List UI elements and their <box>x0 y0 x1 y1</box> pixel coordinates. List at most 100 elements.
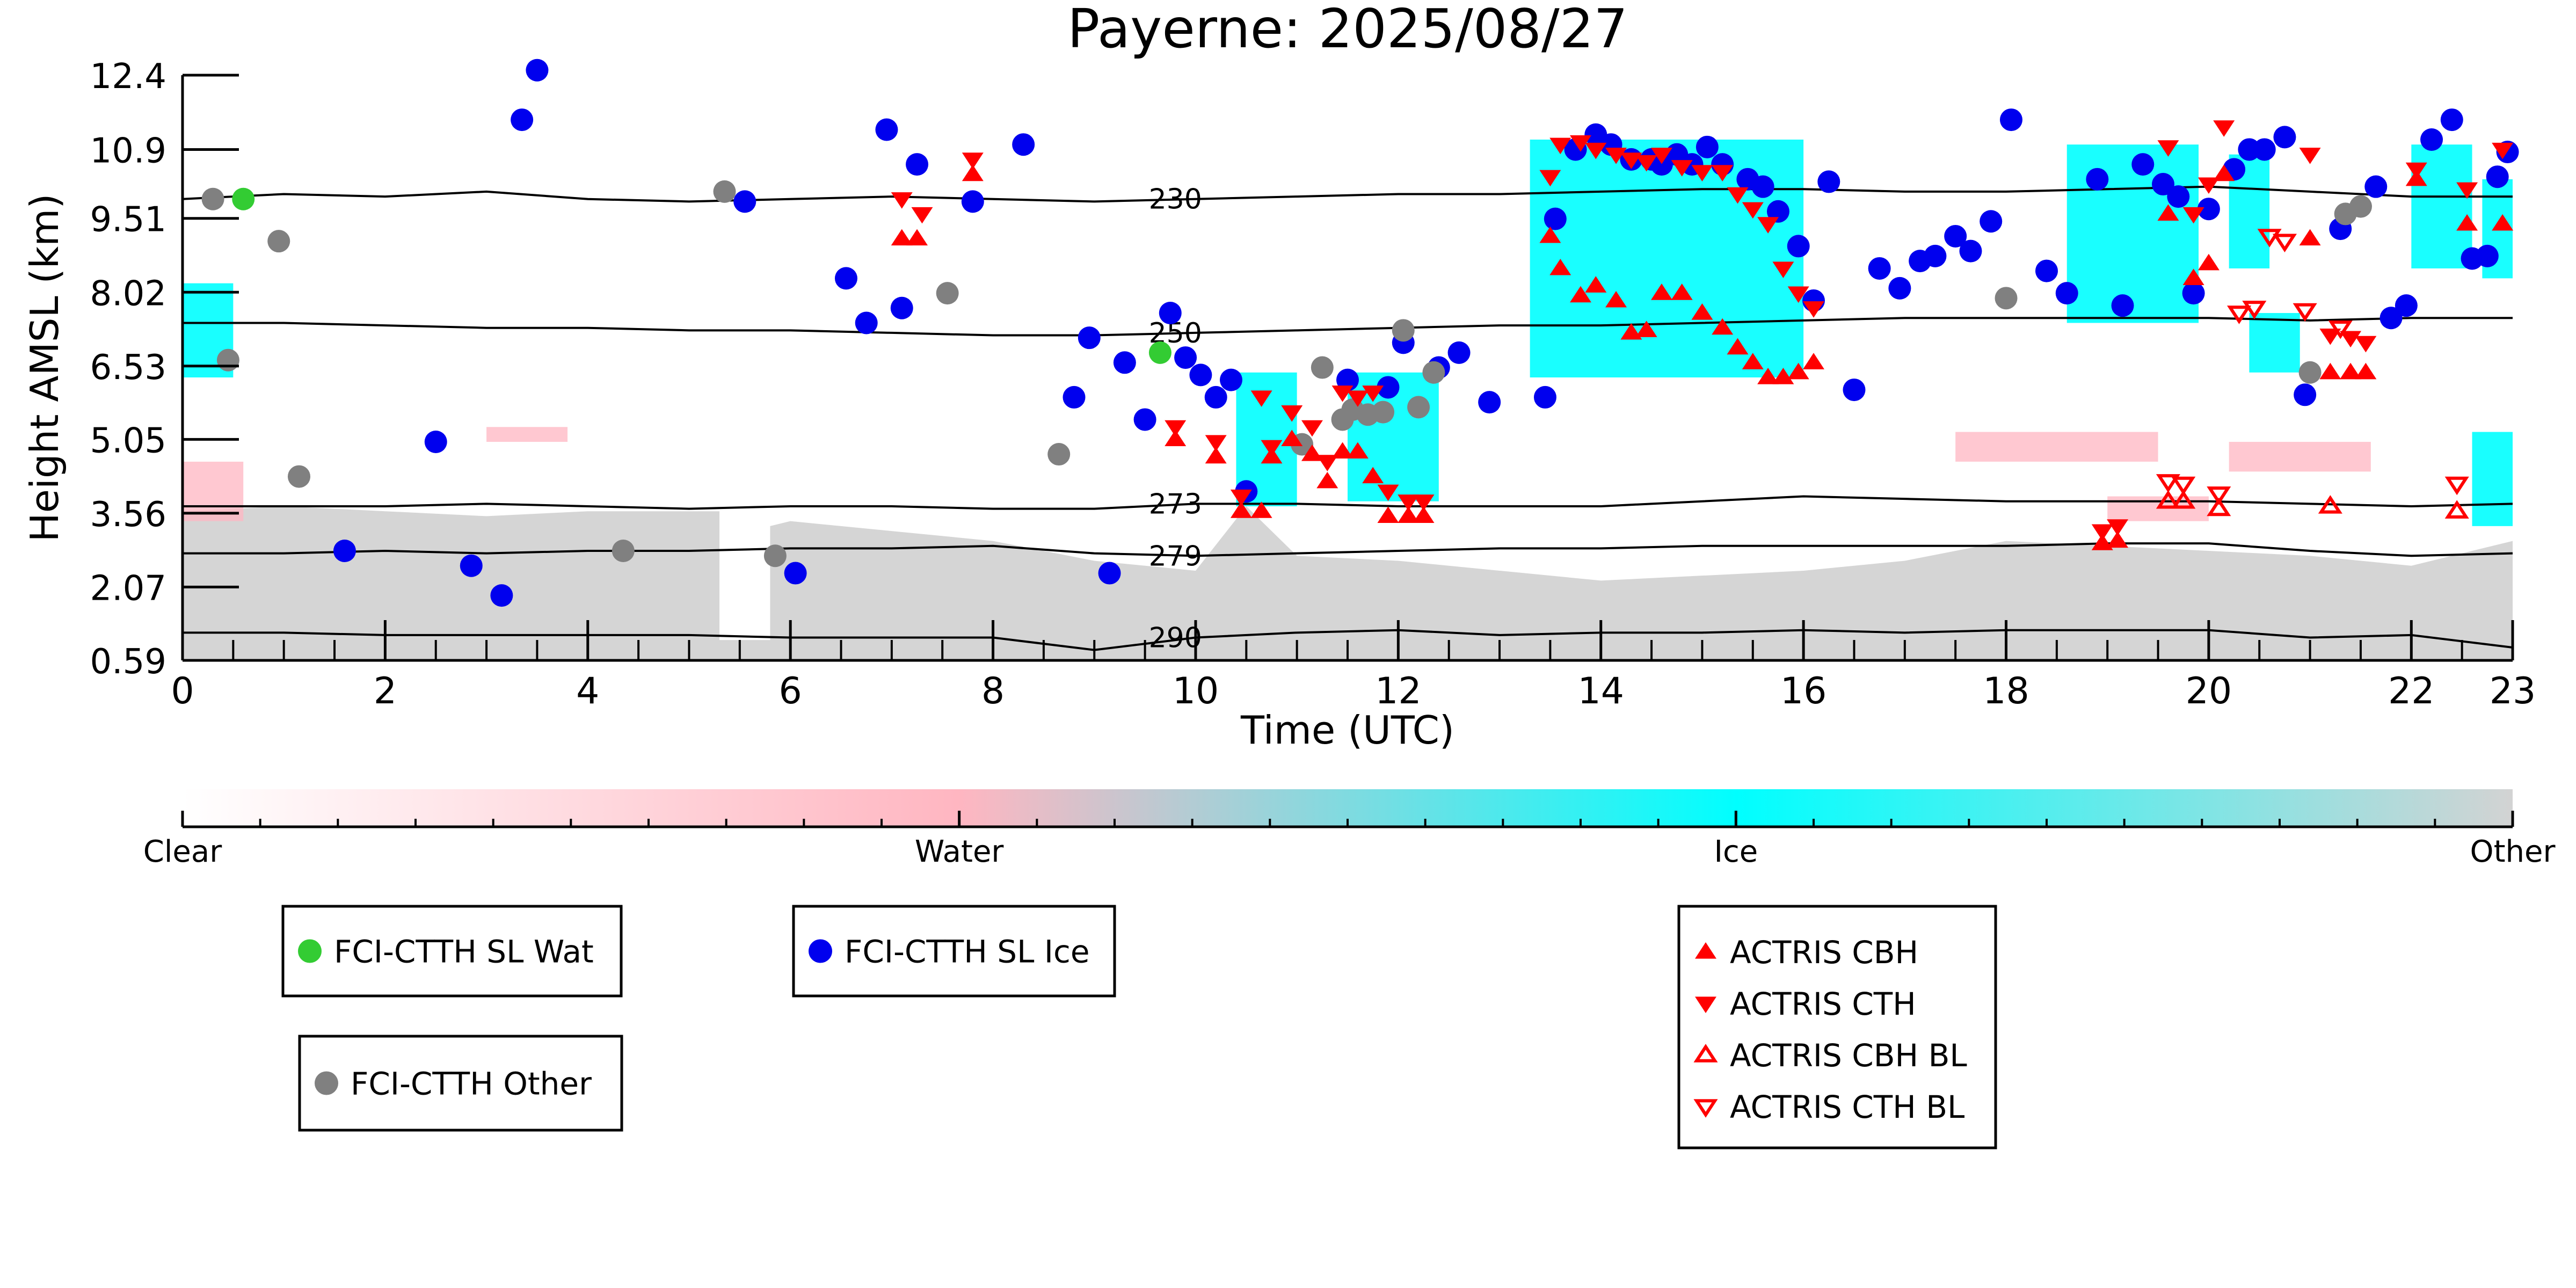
marker-actris-cth <box>1261 440 1283 457</box>
legend-marker <box>315 1071 338 1095</box>
field-water-region <box>2229 441 2371 472</box>
marker-actris-cbh <box>1250 501 1272 518</box>
legend-label: ACTRIS CTH BL <box>1730 1089 1964 1125</box>
marker-fci-ctth-sl-ice <box>1204 385 1227 409</box>
marker-actris-cbh <box>1650 283 1672 300</box>
marker-actris-cth <box>1413 494 1435 511</box>
chart-title: Payerne: 2025/08/27 <box>1067 0 1628 60</box>
field-ice-region <box>2249 313 2300 373</box>
marker-actris-cth-bl <box>2156 474 2180 493</box>
y-tick-label: 6.53 <box>90 348 167 388</box>
marker-actris-cth <box>1250 390 1272 407</box>
legend-frame <box>298 1035 623 1132</box>
legend-marker <box>1693 1099 1718 1118</box>
marker-actris-cth <box>1712 165 1734 181</box>
marker-fci-ctth-sl-ice <box>834 267 857 290</box>
marker-fci-ctth-sl-ice <box>1924 244 1947 267</box>
marker-fci-ctth-sl-ice <box>1189 363 1212 387</box>
field-water-region <box>183 461 244 521</box>
colorbar-label: Clear <box>143 834 222 869</box>
marker-fci-ctth-sl-ice <box>1868 257 1891 280</box>
x-tick-label: 16 <box>1780 670 1827 712</box>
x-tick-label: 22 <box>2388 670 2435 712</box>
marker-fci-ctth-sl-ice <box>2055 282 2078 305</box>
marker-actris-cbh-bl <box>2318 495 2342 514</box>
marker-fci-ctth-sl-ice <box>2486 165 2509 188</box>
legend-label: ACTRIS CBH <box>1730 934 1918 971</box>
marker-fci-ctth-sl-ice <box>1817 170 1840 193</box>
y-tick-label: 2.07 <box>90 569 167 608</box>
marker-actris-cbh <box>1712 318 1734 335</box>
data-markers <box>201 59 2519 607</box>
x-tick-label: 18 <box>1983 670 2029 712</box>
marker-fci-ctth-sl-ice <box>2395 294 2418 317</box>
legend-box: ACTRIS CBH ACTRIS CTH ACTRIS CBH BL ACTRIS … <box>1677 905 1997 1149</box>
legend-label: FCI-CTTH SL Wat <box>334 934 594 970</box>
field-water-region <box>486 427 568 442</box>
marker-actris-cbh <box>2492 214 2514 231</box>
marker-fci-ctth-sl-ice <box>1787 235 1810 258</box>
marker-actris-cbh <box>2319 362 2341 380</box>
legend-label: ACTRIS CTH <box>1730 986 1916 1022</box>
marker-actris-cth-bl <box>2226 305 2252 324</box>
marker-fci-ctth-sl-ice <box>890 296 913 319</box>
marker-fci-ctth-sl-ice <box>1533 385 1556 409</box>
marker-actris-cth <box>1787 286 1809 303</box>
marker-fci-ctth-sl-ice <box>1098 562 1121 585</box>
marker-fci-ctth-sl-ice <box>1944 224 1967 248</box>
marker-fci-ctth-sl-ice <box>2182 282 2205 305</box>
marker-actris-cbh <box>1331 442 1354 459</box>
y-tick-label: 8.02 <box>90 274 167 314</box>
marker-fci-ctth-other <box>1047 443 1071 466</box>
marker-actris-cbh <box>1316 471 1338 489</box>
marker-fci-ctth-sl-ice <box>1478 391 1501 414</box>
marker-actris-cth-bl <box>2444 476 2469 496</box>
x-tick-label: 8 <box>981 670 1005 712</box>
isotherm-line <box>183 495 2513 510</box>
marker-actris-cbh <box>1787 362 1809 380</box>
marker-fci-ctth-sl-ice <box>1063 385 1086 409</box>
colorbar-label: Other <box>2470 834 2556 869</box>
marker-fci-ctth-sl-ice <box>1447 341 1471 364</box>
isotherm-label: 230 <box>1149 184 1202 216</box>
marker-actris-cth <box>1635 155 1657 172</box>
colorbar-labels: Clear Water Ice Other <box>143 811 2556 869</box>
marker-fci-ctth-sl-ice <box>2253 138 2276 161</box>
marker-fci-ctth-sl-ice <box>2152 173 2174 196</box>
marker-actris-cbh <box>1362 467 1384 484</box>
marker-fci-ctth-sl-ice <box>1377 376 1400 399</box>
legend-marker <box>1695 942 1716 959</box>
x-tick-label: 4 <box>576 670 599 712</box>
isotherm-line <box>183 317 2513 337</box>
marker-fci-ctth-sl-wat <box>1148 341 1171 364</box>
marker-fci-ctth-sl-ice <box>2131 153 2155 176</box>
marker-actris-cth <box>1620 152 1642 169</box>
marker-fci-ctth-other <box>267 230 290 253</box>
x-tick-label: 6 <box>779 670 802 712</box>
y-tick-label: 3.56 <box>90 495 167 535</box>
marker-actris-cth <box>2182 207 2204 224</box>
legend-marker <box>1693 1044 1718 1063</box>
marker-fci-ctth-sl-ice <box>2440 108 2463 132</box>
marker-fci-ctth-other <box>216 348 239 372</box>
marker-fci-ctth-sl-ice <box>961 190 984 213</box>
marker-actris-cth <box>2405 162 2427 179</box>
marker-fci-ctth-other <box>201 187 224 210</box>
y-axis-label: Height AMSL (km) <box>22 194 67 542</box>
marker-actris-cth <box>962 152 984 169</box>
marker-fci-ctth-sl-ice <box>2086 168 2109 191</box>
marker-actris-cbh-bl <box>2171 490 2196 509</box>
marker-actris-cbh <box>1301 445 1323 461</box>
marker-fci-ctth-other <box>763 544 787 567</box>
marker-actris-cth <box>1398 494 1420 511</box>
marker-actris-cbh <box>1539 226 1561 243</box>
marker-fci-ctth-other <box>288 465 310 488</box>
marker-actris-cth <box>1742 202 1764 219</box>
marker-actris-cbh <box>2107 531 2129 548</box>
marker-actris-cth-bl <box>2293 303 2317 322</box>
marker-fci-ctth-sl-ice <box>1959 239 1982 263</box>
marker-actris-cbh <box>1165 430 1187 446</box>
marker-fci-ctth-sl-ice <box>424 430 447 453</box>
marker-actris-cth <box>1205 435 1227 452</box>
